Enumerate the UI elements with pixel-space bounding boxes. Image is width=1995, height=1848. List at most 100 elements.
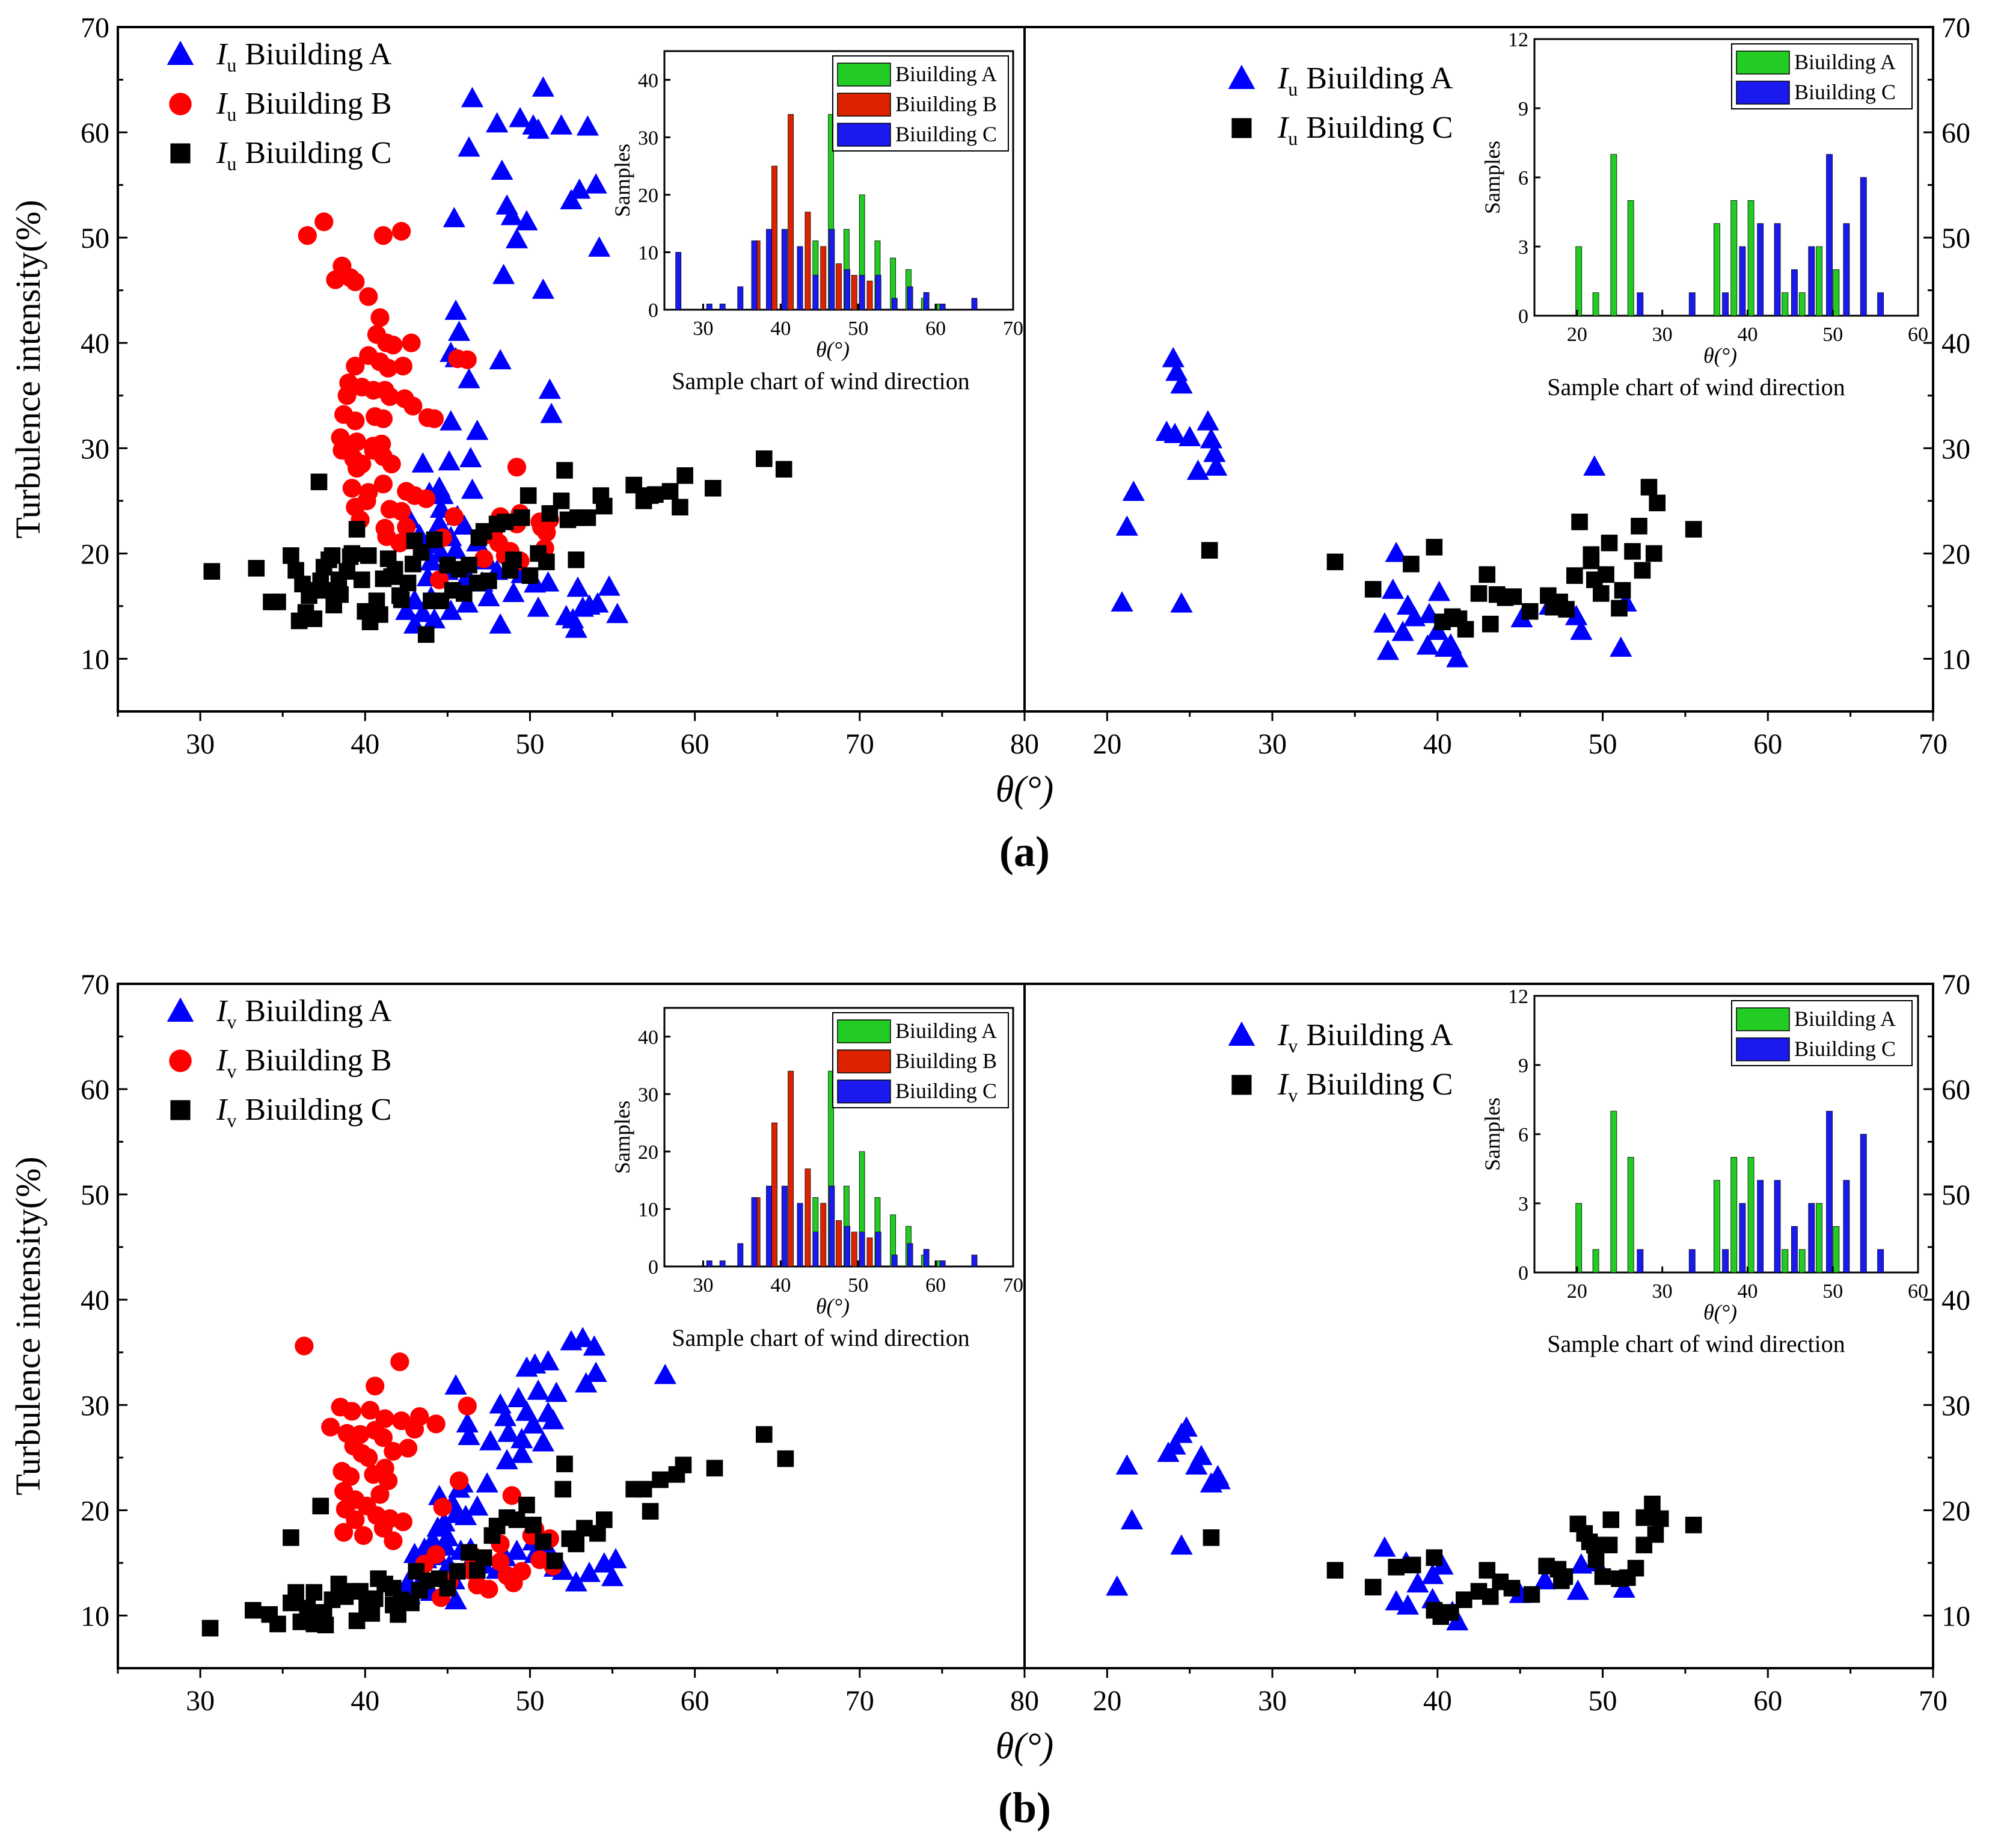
data-point-triangle	[459, 447, 482, 467]
data-point-circle	[537, 523, 556, 542]
inset-legend-swatch	[1736, 1007, 1790, 1031]
inset-y-tick-label: 10	[638, 1199, 658, 1221]
data-point-triangle	[479, 1430, 502, 1450]
legend-symbol: I	[1277, 1018, 1290, 1052]
data-point-triangle	[1439, 633, 1462, 654]
data-point-triangle	[1162, 346, 1184, 367]
histogram-bar	[1808, 246, 1815, 316]
x-tick-label: 70	[1919, 728, 1948, 760]
data-point-square	[1404, 1556, 1421, 1574]
inset-legend-label: Biuilding A	[895, 62, 997, 86]
data-point-triangle	[545, 1381, 568, 1402]
data-point-square	[647, 486, 664, 503]
data-point-triangle	[515, 210, 538, 231]
data-point-triangle	[477, 586, 500, 607]
legend-symbol: I	[1277, 111, 1290, 145]
data-point-square	[348, 1612, 366, 1630]
data-point-triangle	[458, 367, 480, 388]
inset-legend-label: Biuilding C	[895, 122, 997, 146]
data-point-square	[360, 547, 377, 564]
data-point-square	[1685, 521, 1702, 538]
inset-legend-label: Biuilding C	[895, 1079, 997, 1103]
data-point-square	[672, 499, 688, 516]
data-point-triangle	[167, 997, 194, 1022]
data-point-circle	[449, 1471, 469, 1490]
data-point-triangle	[1111, 591, 1133, 612]
histogram-bar	[1833, 1226, 1840, 1273]
inset-legend-swatch	[837, 1019, 891, 1043]
data-point-square	[554, 1481, 572, 1498]
data-point-circle	[380, 387, 400, 407]
data-point-circle	[474, 549, 494, 568]
histogram-bar	[771, 165, 777, 310]
data-point-circle	[314, 212, 334, 232]
data-point-square	[1364, 581, 1382, 598]
data-point-triangle	[1197, 410, 1219, 431]
data-point-square	[393, 591, 410, 609]
legend-label: Iv Biuilding C	[1277, 1067, 1453, 1106]
data-point-square	[1571, 514, 1588, 530]
data-point-square	[1652, 1510, 1669, 1527]
series-biuilding-a	[1106, 1416, 1635, 1631]
data-point-square	[1583, 552, 1600, 569]
data-point-triangle	[443, 207, 465, 227]
inset-x-tick-label: 60	[925, 1274, 946, 1297]
data-point-triangle	[532, 76, 554, 97]
data-point-triangle	[1446, 646, 1469, 668]
inset-y-tick-label: 9	[1518, 1055, 1528, 1077]
histogram-bar	[1798, 292, 1806, 316]
histogram-bar	[737, 286, 744, 310]
x-tick-label: 30	[186, 1685, 215, 1717]
data-point-square	[1326, 553, 1344, 571]
data-point-square	[461, 1544, 477, 1561]
histogram-bar	[1714, 223, 1720, 316]
histogram-bar	[1610, 1111, 1617, 1273]
histogram-bar	[1877, 292, 1884, 316]
data-point-circle	[359, 1448, 378, 1467]
data-point-square	[513, 509, 530, 526]
x-axis-title: θ(°)	[996, 769, 1054, 810]
legend-text: Biuilding C	[245, 136, 391, 170]
histogram-bar	[804, 1168, 811, 1267]
inset-x-title: θ(°)	[1703, 1300, 1737, 1324]
inset-x-tick-label: 40	[1737, 1280, 1758, 1303]
data-point-square	[269, 594, 286, 610]
inset-x-title: θ(°)	[1703, 343, 1737, 367]
data-point-triangle	[538, 378, 561, 399]
inset-x-tick-label: 20	[1567, 1280, 1587, 1303]
data-point-square	[439, 1580, 456, 1597]
data-point-triangle	[1416, 634, 1439, 655]
data-point-square	[518, 1496, 535, 1514]
series-biuilding-c	[1201, 479, 1702, 638]
data-point-square	[553, 493, 570, 509]
data-point-circle	[430, 570, 449, 589]
x-tick-label: 60	[681, 1685, 709, 1717]
data-point-square	[317, 1616, 334, 1634]
data-point-square	[1203, 1529, 1220, 1546]
x-tick-label: 30	[1258, 728, 1287, 760]
legend-entry: Iu Biuilding A	[167, 37, 392, 76]
y-tick-label-right: 50	[1941, 1179, 1970, 1211]
y-tick-label: 40	[81, 1285, 109, 1316]
data-point-triangle	[458, 1425, 480, 1446]
inset-x-tick-label: 20	[1567, 324, 1587, 346]
series-biuilding-a	[1111, 346, 1637, 668]
data-point-triangle	[537, 1349, 560, 1371]
inset-legend-swatch	[837, 63, 891, 87]
data-point-square	[385, 1597, 402, 1613]
data-point-triangle	[1122, 480, 1145, 502]
histogram-bar	[851, 275, 857, 310]
histogram-bar	[829, 229, 835, 310]
data-point-square	[363, 1605, 381, 1622]
inset-series-biuilding-b	[754, 1070, 873, 1267]
data-point-triangle	[1406, 1572, 1429, 1593]
data-point-square	[348, 521, 366, 538]
data-point-circle	[337, 386, 357, 405]
data-point-triangle	[565, 617, 587, 638]
x-tick-label: 60	[681, 728, 709, 760]
data-point-circle	[169, 1049, 192, 1072]
inset-legend-label: Biuilding C	[1794, 80, 1896, 104]
y-tick-label: 60	[81, 117, 109, 149]
inset-histogram: 20 30 40 50 60 0 3 6 9 12 Samples θ(°) Sample chart …	[1480, 29, 1928, 401]
inset-x-tick-label: 40	[770, 318, 791, 340]
